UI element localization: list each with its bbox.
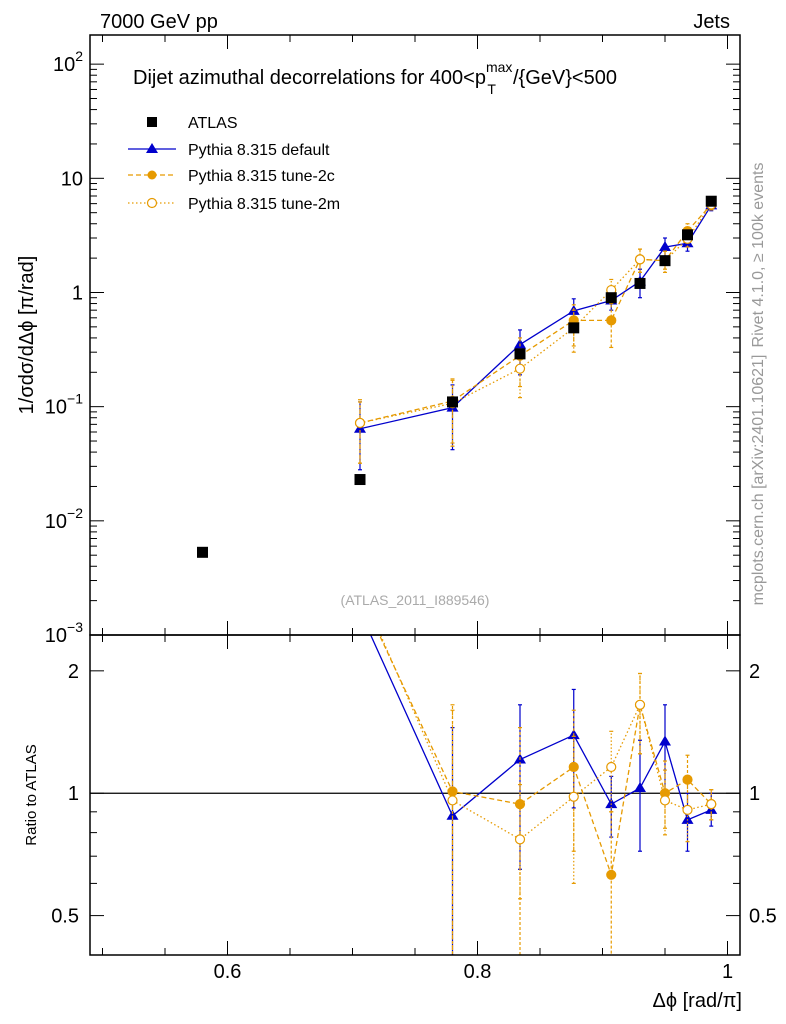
- main-y-tick-label: 10−1: [45, 391, 83, 419]
- mcplots-label: mcplots.cern.ch [arXiv:2401.10621]: [750, 355, 767, 606]
- atlas-data: [197, 195, 717, 558]
- ratio-plot-data: [356, 583, 718, 955]
- ratio-tune-2m-point: [634, 699, 646, 710]
- main-y-tick-exp: −3: [67, 619, 83, 635]
- ratio-default-point: [634, 781, 646, 792]
- main-y-tick-label: 10−2: [45, 505, 83, 533]
- legend-marker-atlas: [147, 117, 157, 127]
- main-y-tick-label: 102: [53, 48, 83, 76]
- ratio-default-point: [446, 809, 459, 820]
- ratio-y-tick-label-right: 1: [749, 783, 760, 805]
- ratio-default-series: [369, 635, 718, 955]
- legend-label-tune2m: Pythia 8.315 tune-2m: [188, 196, 340, 213]
- atlas-point: [568, 322, 580, 334]
- main-tune-2c-line: [359, 204, 712, 424]
- x-tick-label: 0.6: [214, 961, 242, 983]
- atlas-point: [634, 277, 646, 289]
- main-y-tick-exp: −1: [67, 391, 83, 407]
- header-left: 7000 GeV pp: [100, 11, 218, 33]
- ratio-tune-2c-point: [606, 869, 617, 880]
- ratio-tune-2m-point: [682, 804, 693, 815]
- ratio-default-point: [681, 813, 694, 824]
- legend-label-default: Pythia 8.315 default: [188, 142, 330, 159]
- main-tune-2m-point: [354, 417, 366, 429]
- main-ylabel: 1/σdσ/dΔϕ [π/rad]: [16, 256, 38, 415]
- main-default-point: [659, 241, 671, 252]
- atlas-point: [447, 396, 458, 408]
- main-tune-2m-line: [359, 204, 712, 424]
- ratio-tune-2m-point: [356, 583, 365, 592]
- legend-label-tune2c: Pythia 8.315 tune-2c: [188, 168, 335, 185]
- ratio-y-tick-label-left: 2: [68, 661, 79, 683]
- analysis-watermark: (ATLAS_2011_I889546): [341, 592, 490, 608]
- main-default-point: [514, 338, 526, 349]
- main-y-tick-base: 10: [53, 54, 75, 76]
- main-tune-2c-point: [606, 315, 617, 326]
- main-y-tick-exp: 2: [75, 48, 83, 64]
- ratio-axis-ticks: 0.5 0.5 1 1 2 2 0.6 0.8 1: [51, 635, 777, 983]
- ratio-plot-frame: [89, 634, 741, 956]
- xlabel: Δϕ [rad/π]: [653, 990, 743, 1012]
- atlas-point: [354, 474, 366, 486]
- main-y-tick-base: 10: [45, 625, 67, 647]
- ratio-y-tick-label-left: 0.5: [51, 906, 79, 928]
- main-plot-data: [197, 195, 718, 558]
- ratio-ylabel: Ratio to ATLAS: [23, 744, 40, 845]
- ratio-default-point: [659, 735, 671, 746]
- x-tick-label: 1: [722, 961, 733, 983]
- main-y-tick-base: 10: [45, 511, 67, 533]
- ratio-tune-2m-point: [659, 795, 671, 806]
- header-right: Jets: [693, 11, 730, 33]
- main-tune-2m-series: [354, 199, 717, 464]
- ratio-y-tick-label-left: 1: [68, 783, 79, 805]
- main-y-tick-label: 10−3: [45, 619, 83, 647]
- ratio-tune-2m-point: [706, 799, 717, 810]
- main-y-tick-label: 1: [72, 282, 83, 304]
- main-tune-2c-series: [354, 199, 717, 464]
- legend-label-atlas: ATLAS: [188, 115, 238, 132]
- rivet-label: Rivet 4.1.0, ≥ 100k events: [750, 163, 767, 348]
- ratio-tune-2m-point: [568, 791, 579, 802]
- atlas-point: [197, 546, 208, 558]
- legend-marker-tune2c: [147, 170, 157, 180]
- legend-marker-tune2m: [146, 197, 158, 209]
- ratio-default-line: [369, 635, 712, 821]
- legend: ATLAS Pythia 8.315 default Pythia 8.315 …: [128, 115, 340, 213]
- main-y-tick-label: 10: [61, 168, 83, 190]
- ratio-tune-2m-series: [356, 583, 717, 955]
- main-tune-2m-point: [634, 254, 646, 265]
- ratio-default-point: [605, 798, 618, 809]
- x-tick-label: 0.8: [464, 961, 492, 983]
- chart-title: Dijet azimuthal decorrelations for 400<p…: [133, 59, 617, 97]
- ratio-y-tick-label-right: 0.5: [749, 906, 777, 928]
- main-y-tick-base: 10: [45, 397, 67, 419]
- atlas-point: [659, 255, 671, 267]
- ratio-tune-2m-point: [606, 761, 617, 773]
- ratio-tune-2m-point: [514, 834, 526, 845]
- atlas-point: [514, 348, 526, 360]
- ratio-tune-2c-series: [378, 635, 717, 955]
- ratio-tune-2c-point: [682, 774, 693, 785]
- main-tune-2m-point: [514, 363, 526, 374]
- atlas-point: [605, 292, 617, 304]
- atlas-point: [682, 229, 693, 241]
- ratio-y-tick-label-right: 2: [749, 661, 760, 683]
- ratio-tune-2m-line: [379, 635, 712, 841]
- ratio-tune-2m-point: [447, 795, 458, 806]
- legend-marker-default: [146, 143, 158, 153]
- main-default-line: [359, 204, 712, 430]
- main-default-series: [354, 199, 718, 471]
- main-y-tick-exp: −2: [67, 505, 83, 521]
- atlas-point: [705, 195, 717, 207]
